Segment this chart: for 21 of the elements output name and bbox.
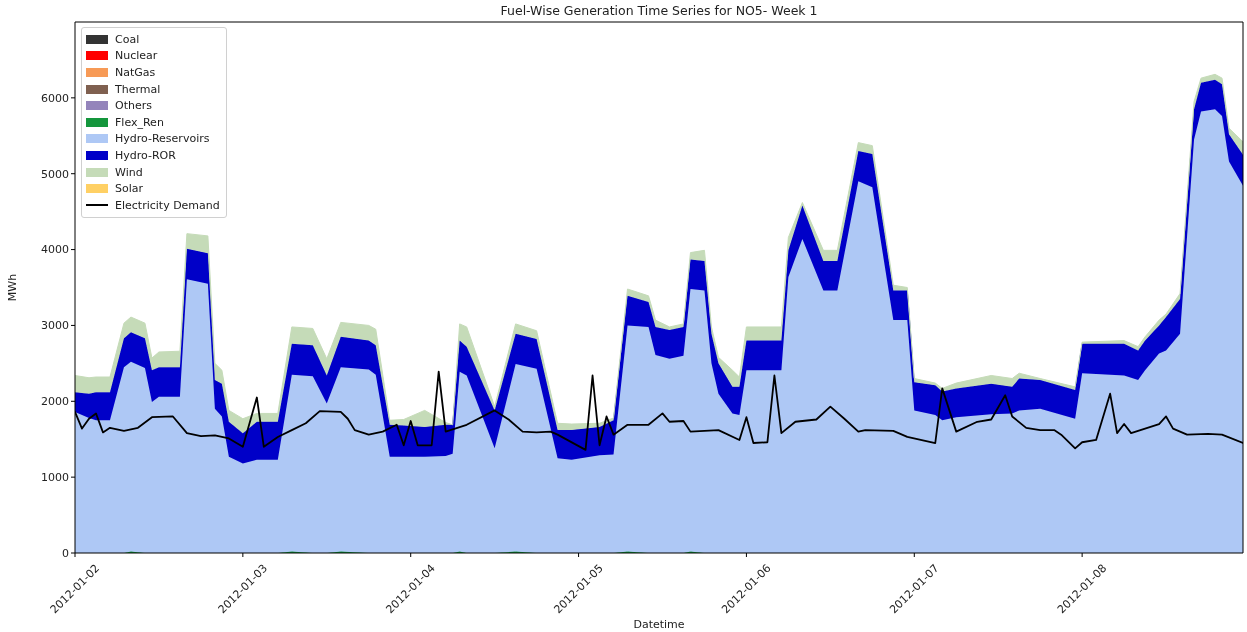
y-tick-label: 1000 (41, 471, 69, 485)
y-tick-label: 6000 (41, 91, 69, 105)
legend-label: Solar (115, 182, 144, 196)
legend-label: NatGas (115, 65, 156, 79)
y-tick-label: 2000 (41, 395, 69, 409)
legend-label: Coal (115, 32, 140, 46)
legend-label: Thermal (115, 82, 161, 96)
y-tick-label: 4000 (41, 243, 69, 257)
legend-label: Wind (115, 165, 143, 179)
legend-label: Flex_Ren (115, 115, 164, 129)
y-axis-title: MWh (5, 273, 19, 302)
x-axis-title: Datetime (633, 618, 685, 631)
legend-label: Hydro-ROR (115, 148, 176, 162)
y-tick-label: 3000 (41, 319, 69, 333)
legend-label: Electricity Demand (115, 198, 220, 212)
y-tick-label: 5000 (41, 167, 69, 181)
legend-label: Nuclear (115, 49, 158, 63)
legend-label: Hydro-Reservoirs (115, 132, 210, 146)
chart-title: Fuel-Wise Generation Time Series for NO5- Week 1 (500, 3, 818, 18)
y-tick-label: 0 (62, 546, 69, 560)
legend-label: Others (115, 99, 152, 113)
